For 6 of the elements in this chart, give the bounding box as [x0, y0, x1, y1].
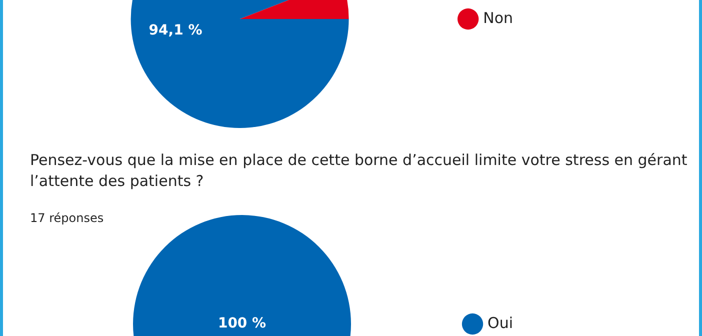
data-label: 94,1 % [148, 22, 202, 39]
chart-title: Pensez-vous que la mise en place de cette borne d’accueil limite votre stress en gérant l’attente des patients ? [30, 150, 688, 192]
legend-label: Oui [488, 314, 514, 332]
legend-label: Non [483, 8, 513, 27]
chart-subtitle: 17 réponses [30, 210, 105, 227]
data-label: 100 % [218, 316, 266, 332]
